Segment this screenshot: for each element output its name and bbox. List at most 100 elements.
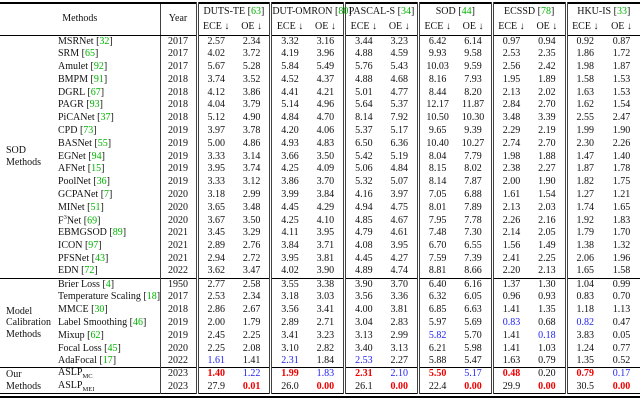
metric-cell: 3.95 [195, 162, 234, 176]
metric-cell: 7.30 [464, 227, 482, 239]
citation-link[interactable]: 72 [84, 265, 95, 277]
citation-link[interactable]: 15 [91, 163, 102, 175]
metric-cell: 1.83 [307, 367, 345, 381]
year-cell: 2018 [159, 303, 197, 317]
metric-cell: 5.49 [316, 60, 335, 72]
metric-cell: 3.70 [316, 176, 335, 188]
citation-link[interactable]: 34 [400, 6, 411, 17]
metric-cell: 2.53 [490, 47, 530, 61]
table-row: AFNet [15] 2019 3.95 3.74 4.25 4.09 5.06 4.84 8.… [0, 162, 640, 176]
citation-link[interactable]: 36 [96, 176, 107, 188]
metric-cell: 3.14 [242, 150, 261, 162]
citation-link[interactable]: 43 [94, 252, 105, 264]
metric-cell: 1.96 [612, 252, 631, 264]
metric-cell: 2.86 [195, 303, 234, 317]
metric-cell: 3.47 [242, 265, 261, 277]
year-cell: 2017 [159, 35, 197, 48]
metric-cell: 2.14 [490, 226, 530, 240]
metric-cell: 1.47 [564, 150, 603, 163]
metric-cell: 4.68 [390, 73, 408, 85]
method-name: GCPANet [7] [58, 188, 113, 200]
method-name: EBMGSOD [89] [58, 227, 127, 239]
citation-link[interactable]: 69 [87, 215, 98, 227]
metric-cell: 4.75 [390, 201, 408, 213]
year-cell: 2021 [159, 239, 197, 253]
metric-cell: 2.53 [343, 354, 382, 368]
metric-cell: 5.64 [343, 98, 382, 112]
citation-link[interactable]: 93 [89, 99, 100, 111]
citation-link[interactable]: 30 [94, 304, 105, 316]
metric-cell: 6.63 [464, 304, 482, 316]
table-row: Focal Loss [45] 2020 2.25 2.08 3.10 2.82 3.40 3… [0, 342, 640, 355]
metric-cell: 4.37 [316, 73, 335, 85]
metric-cell: 0.83 [490, 316, 530, 330]
metric-cell: 1.65 [564, 265, 603, 279]
row-group-label: SOD Methods [6, 145, 41, 168]
citation-link[interactable]: 94 [91, 150, 102, 162]
citation-link[interactable]: 62 [90, 329, 101, 341]
metric-cell: 2.31 [269, 354, 308, 368]
citation-link[interactable]: 89 [112, 227, 123, 239]
metric-cell: 2.00 [490, 175, 530, 189]
metric-cell: 3.71 [316, 240, 335, 252]
metric-cell: 7.93 [464, 73, 482, 85]
row-group-label: Our Methods [0, 367, 56, 394]
citation-link[interactable]: 65 [84, 48, 95, 60]
citation-link[interactable]: 7 [104, 188, 110, 200]
citation-link[interactable]: 18 [146, 291, 157, 303]
metric-cell: 2.03 [538, 201, 556, 213]
metric-cell: 5.19 [390, 150, 408, 162]
citation-link[interactable]: 51 [90, 201, 101, 213]
metric-cell: 2.74 [490, 137, 530, 151]
results-table: Methods Year DUTS-TE [63] DUT-OMRON [80] P… [0, 2, 640, 395]
method-name: ASLPMC [56, 367, 160, 381]
metric-cell: 2.27 [390, 355, 408, 367]
citation-link[interactable]: 78 [540, 6, 551, 17]
citation-link[interactable]: 32 [99, 35, 110, 47]
citation-link[interactable]: 73 [83, 124, 94, 136]
method-name: EDN [72] [58, 265, 98, 277]
year-cell: 2019 [159, 316, 197, 330]
metric-cell: 1.35 [538, 304, 556, 316]
col-header-ece: ECE ↓ [195, 20, 234, 36]
citation-link[interactable]: 80 [338, 6, 349, 17]
metric-cell: 4.09 [316, 163, 335, 175]
citation-link[interactable]: 55 [97, 137, 108, 149]
metric-cell: 1.79 [242, 316, 261, 328]
citation-link[interactable]: 17 [102, 355, 113, 367]
metric-cell: 2.30 [564, 137, 603, 151]
citation-link[interactable]: 67 [90, 86, 101, 98]
table-row: CPD [73] 2019 3.97 3.78 4.20 4.06 5.37 5.17 9.65… [0, 124, 640, 138]
metric-cell: 3.33 [195, 150, 234, 163]
metric-cell: 6.16 [455, 277, 493, 291]
metric-cell: 5.01 [343, 86, 382, 99]
metric-cell: 8.02 [464, 163, 482, 175]
citation-link[interactable]: 91 [93, 73, 104, 85]
citation-link[interactable]: 97 [88, 240, 99, 252]
table-row: PoolNet [36] 2019 3.33 3.12 3.86 3.70 5.32 5.07… [0, 175, 640, 189]
citation-link[interactable]: 63 [250, 6, 261, 17]
col-header-ece: ECE ↓ [416, 20, 456, 36]
metric-cell: 1.89 [538, 73, 556, 85]
citation-link[interactable]: 33 [616, 6, 627, 17]
metric-cell: 4.10 [316, 214, 335, 226]
table-row: Mixup [62] 2019 2.45 2.25 3.41 3.23 3.13 2.99 5.… [0, 329, 640, 343]
citation-link[interactable]: 37 [100, 112, 111, 124]
year-cell: 2019 [159, 150, 197, 163]
citation-link[interactable]: 92 [93, 60, 104, 72]
year-cell: 2020 [159, 201, 197, 215]
citation-link[interactable]: 44 [461, 6, 472, 17]
metric-cell: 2.34 [242, 35, 261, 47]
metric-cell: 1.32 [612, 240, 631, 252]
metric-cell: 9.93 [416, 47, 456, 61]
table-row: PFSNet [43] 2021 2.94 2.72 3.95 3.81 4.45 4.27 7… [0, 252, 640, 266]
citation-link[interactable]: 45 [107, 342, 118, 354]
citation-link[interactable]: 4 [105, 278, 111, 290]
metric-cell: 2.06 [564, 252, 603, 266]
metric-cell: 2.02 [538, 86, 556, 98]
metric-cell: 1.58 [612, 265, 631, 277]
citation-link[interactable]: 46 [133, 316, 144, 328]
metric-cell: 2.26 [612, 137, 631, 149]
year-cell: 2022 [159, 354, 197, 368]
metric-cell: 2.13 [490, 201, 530, 215]
